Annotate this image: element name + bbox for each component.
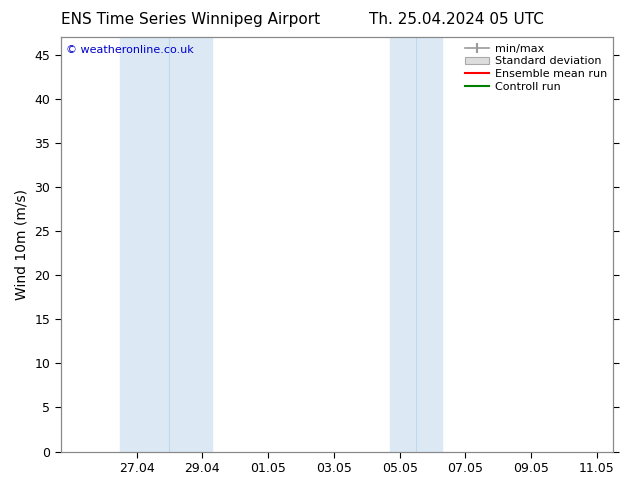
- Text: Th. 25.04.2024 05 UTC: Th. 25.04.2024 05 UTC: [369, 12, 544, 27]
- Y-axis label: Wind 10m (m/s): Wind 10m (m/s): [15, 189, 29, 300]
- Bar: [120, 37, 212, 452]
- Bar: [390, 37, 443, 452]
- Text: ENS Time Series Winnipeg Airport: ENS Time Series Winnipeg Airport: [61, 12, 320, 27]
- Text: © weatheronline.co.uk: © weatheronline.co.uk: [67, 46, 194, 55]
- Legend: min/max, Standard deviation, Ensemble mean run, Controll run: min/max, Standard deviation, Ensemble me…: [460, 39, 611, 97]
